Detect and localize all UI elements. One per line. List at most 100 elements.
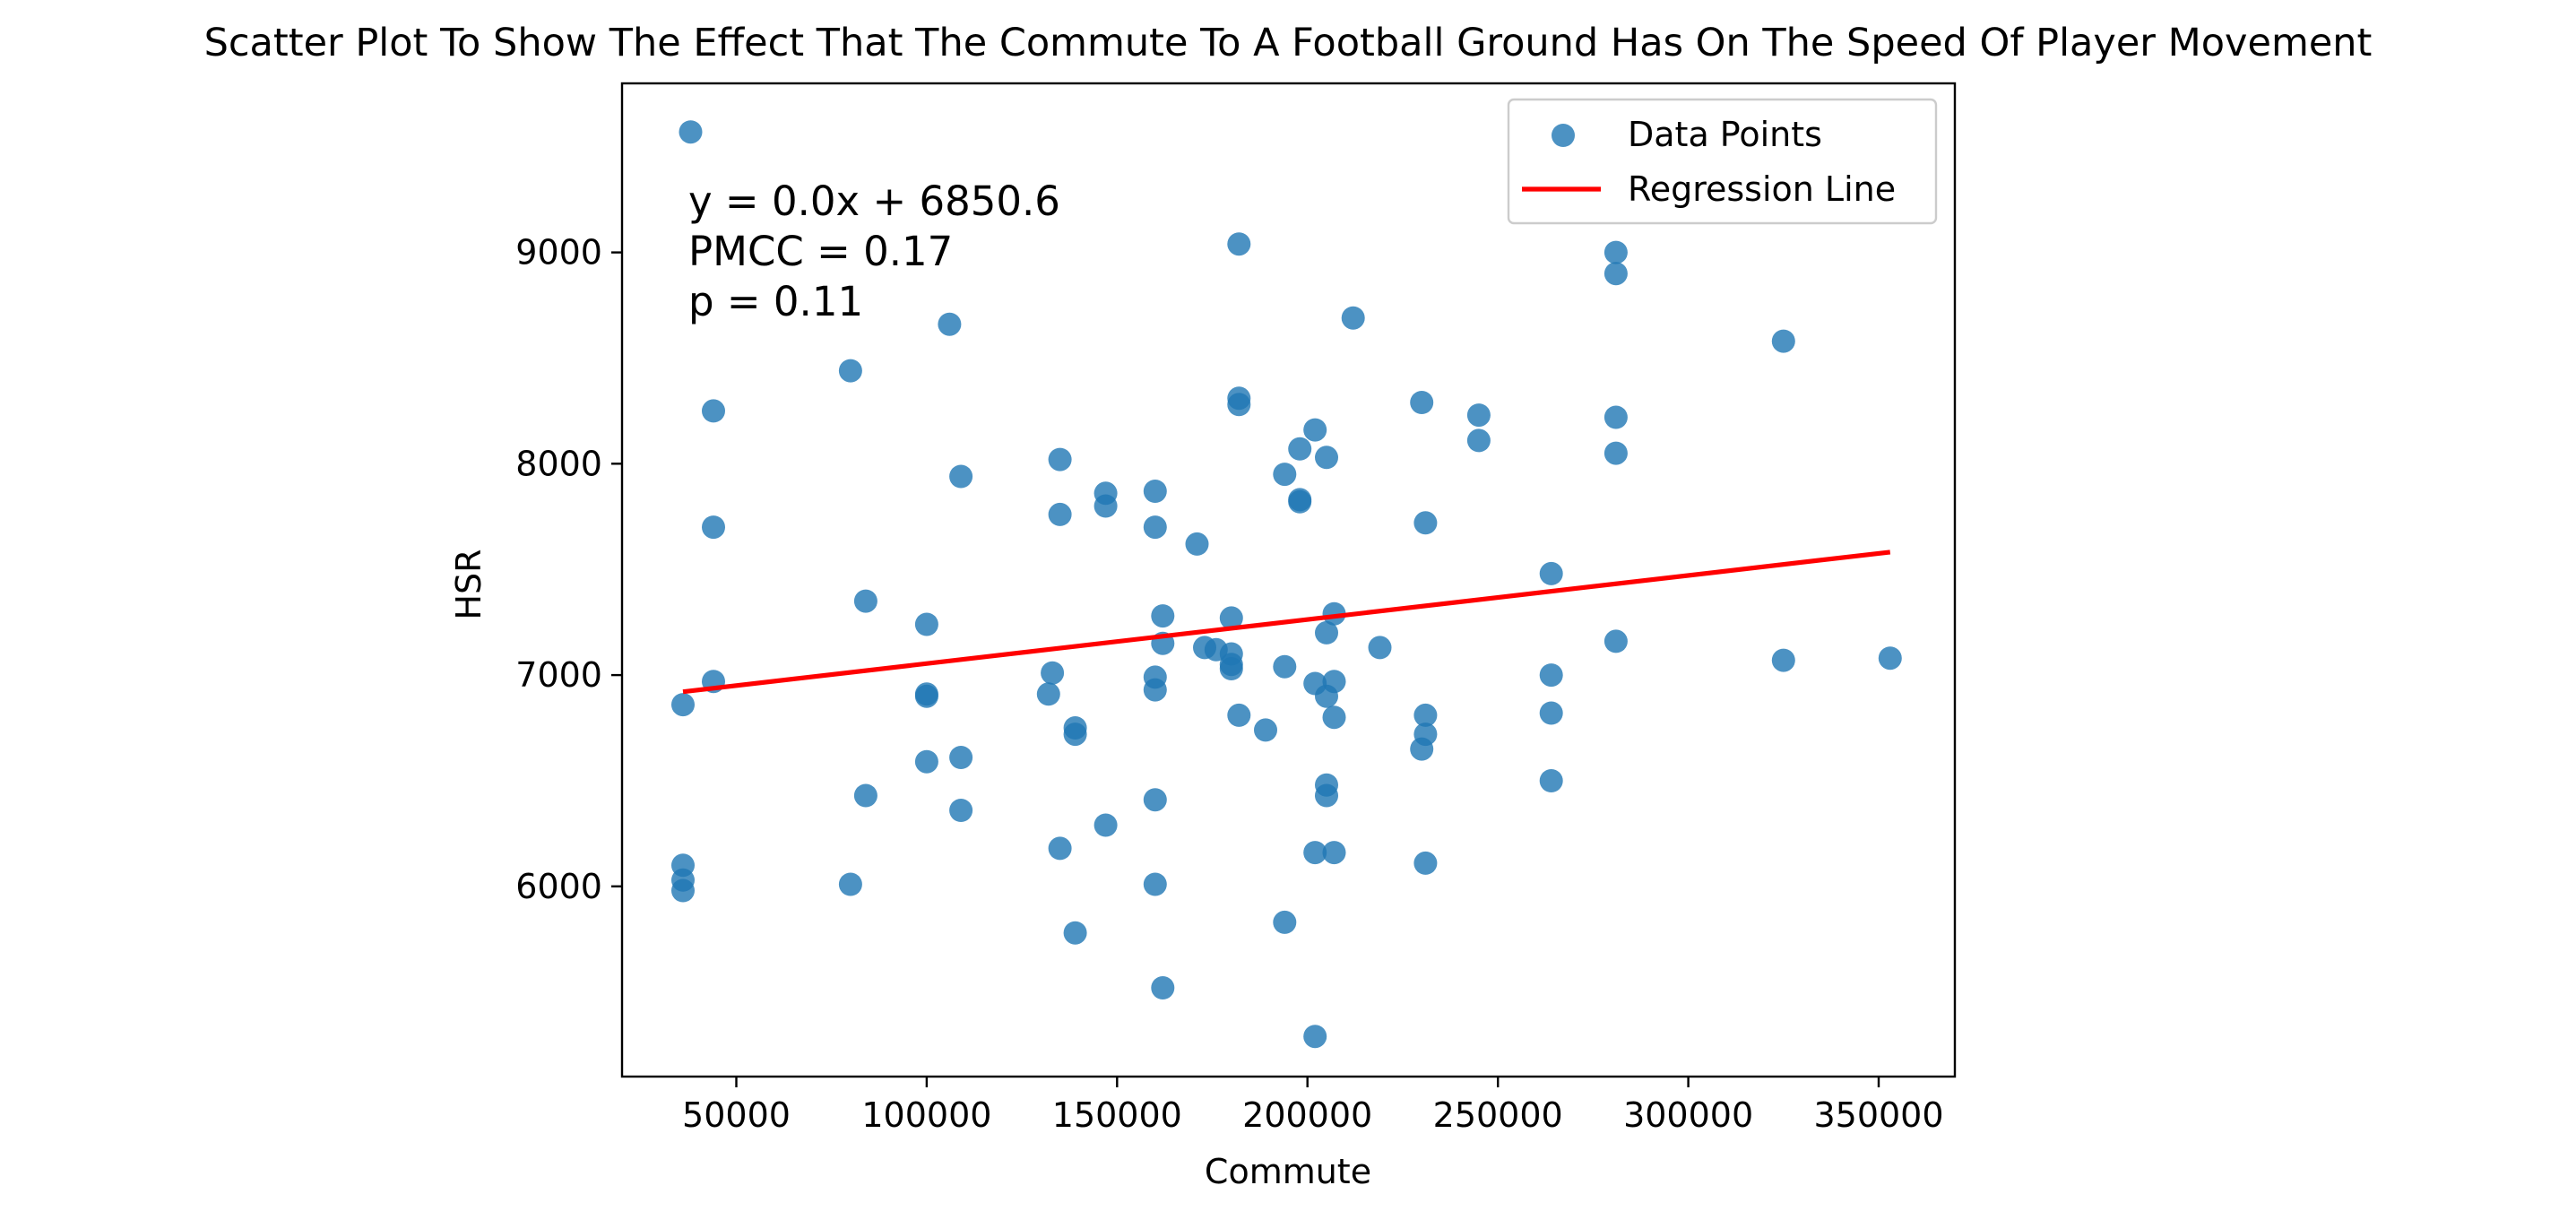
data-point — [1151, 604, 1175, 628]
stats-annotation: y = 0.0x + 6850.6 PMCC = 0.17 p = 0.11 — [688, 177, 1060, 325]
data-point — [1466, 403, 1491, 428]
data-point — [1094, 494, 1118, 518]
data-point — [671, 693, 695, 717]
data-point — [1219, 606, 1243, 630]
data-point — [1539, 701, 1563, 725]
data-point — [1143, 515, 1167, 540]
data-point — [1036, 682, 1060, 706]
data-point — [1219, 657, 1243, 680]
data-point — [1048, 447, 1072, 472]
data-point — [1315, 620, 1338, 645]
data-point — [1322, 601, 1346, 626]
data-point — [702, 515, 725, 540]
x-tick-label: 300000 — [1623, 1095, 1753, 1135]
data-point — [1273, 463, 1297, 487]
data-point — [1539, 663, 1563, 688]
data-point — [1539, 561, 1563, 585]
x-axis-ticks: 50000 100000 150000 200000 250000 300000 35000… — [682, 1077, 1944, 1135]
y-tick-label: 8000 — [515, 444, 602, 483]
x-tick-label: 350000 — [1813, 1095, 1943, 1135]
data-point — [1604, 262, 1628, 286]
data-point — [853, 783, 877, 808]
data-point — [1413, 511, 1438, 535]
data-point — [853, 589, 877, 613]
data-point — [1185, 532, 1209, 556]
data-point — [1041, 661, 1065, 685]
data-point — [1143, 788, 1167, 812]
data-point — [1288, 437, 1312, 461]
legend-marker-points — [1552, 124, 1575, 147]
legend-label-points: Data Points — [1628, 115, 1822, 154]
data-point — [1315, 446, 1338, 470]
data-point — [1254, 718, 1277, 742]
data-point — [1604, 240, 1628, 264]
data-point — [949, 746, 973, 769]
data-point — [1413, 722, 1438, 747]
regression-layer — [682, 549, 1891, 695]
data-point — [1303, 418, 1327, 442]
data-point — [1322, 841, 1346, 865]
y-tick-label: 7000 — [515, 655, 602, 695]
data-point — [1151, 976, 1175, 999]
p-value: p = 0.11 — [688, 278, 863, 325]
x-tick-label: 250000 — [1433, 1095, 1563, 1135]
data-point — [1322, 670, 1346, 694]
y-tick-label: 6000 — [515, 867, 602, 906]
data-point — [938, 312, 962, 336]
legend-label-regression: Regression Line — [1628, 169, 1896, 209]
data-point — [1539, 769, 1563, 792]
data-point — [949, 464, 973, 489]
y-tick-label: 9000 — [515, 233, 602, 273]
data-point — [1322, 705, 1346, 730]
data-point — [838, 872, 862, 896]
data-point — [1413, 703, 1438, 727]
plot-area-frame — [620, 82, 1957, 1078]
pmcc-value: PMCC = 0.17 — [688, 228, 953, 275]
data-point — [1063, 921, 1087, 945]
data-point — [1466, 428, 1491, 453]
data-point — [1273, 654, 1297, 679]
data-point — [1143, 480, 1167, 503]
data-point — [1143, 872, 1167, 896]
data-point — [1048, 502, 1072, 526]
y-axis-ticks: 6000 7000 8000 9000 — [515, 233, 622, 906]
data-point — [1094, 813, 1118, 837]
data-point — [702, 399, 725, 423]
data-point — [1048, 836, 1072, 861]
data-point — [914, 612, 938, 636]
data-point — [1288, 489, 1312, 514]
data-point — [1368, 636, 1392, 660]
x-tick-label: 50000 — [682, 1095, 791, 1135]
legend-box — [1507, 98, 1938, 225]
x-tick-label: 200000 — [1242, 1095, 1372, 1135]
data-point — [1227, 703, 1251, 727]
x-tick-label: 150000 — [1052, 1095, 1182, 1135]
data-point — [949, 799, 973, 822]
data-point — [914, 749, 938, 774]
data-point — [1303, 841, 1327, 865]
x-axis-label: Commute — [1205, 1152, 1371, 1191]
y-axis-label: HSR — [449, 549, 488, 619]
data-point — [914, 684, 938, 708]
data-point — [1604, 629, 1628, 653]
chart-title: Scatter Plot To Show The Effect That The… — [204, 21, 2373, 65]
data-point — [671, 878, 695, 903]
data-point — [1273, 910, 1297, 934]
data-points-layer — [671, 120, 1902, 1049]
data-point — [1771, 648, 1795, 672]
regression-equation: y = 0.0x + 6850.6 — [688, 177, 1060, 225]
data-point — [1227, 232, 1251, 256]
data-point — [1878, 646, 1902, 671]
data-point — [679, 120, 703, 144]
data-point — [1604, 441, 1628, 465]
regression-line — [682, 549, 1891, 695]
data-point — [1227, 393, 1251, 417]
data-point — [1341, 306, 1365, 330]
data-point — [1315, 783, 1338, 808]
data-point — [1410, 391, 1434, 414]
data-point — [838, 359, 862, 383]
data-point — [1143, 678, 1167, 702]
legend: Data Points Regression Line — [1507, 98, 1938, 225]
